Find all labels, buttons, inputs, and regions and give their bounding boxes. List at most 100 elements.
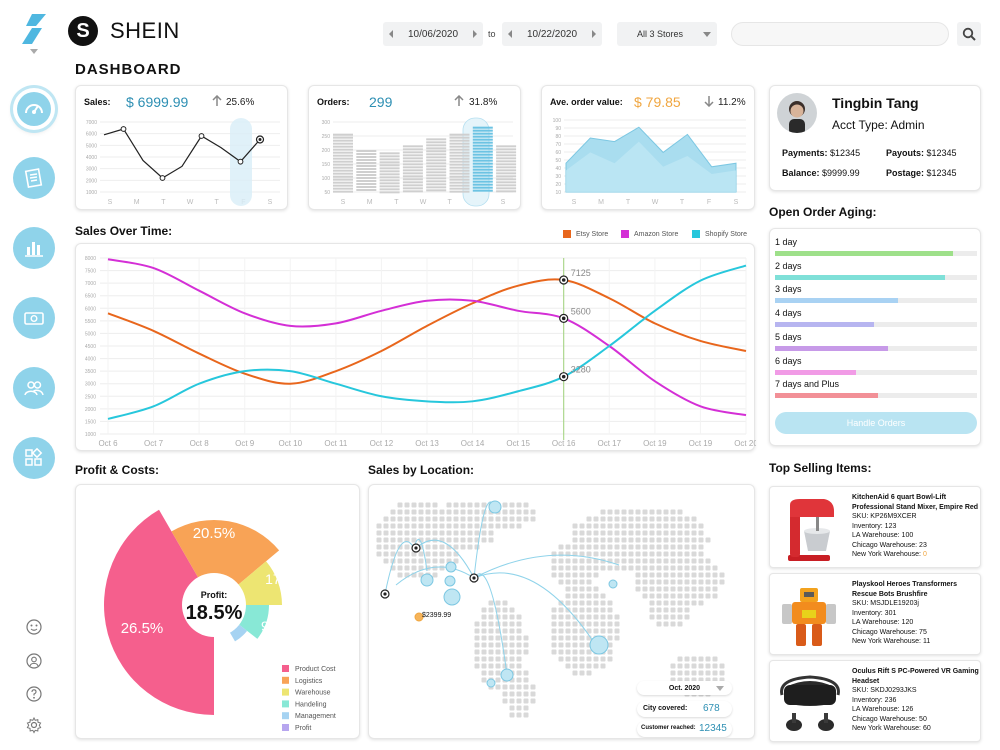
map-dot: [383, 530, 389, 536]
nav-payments[interactable]: [13, 297, 55, 339]
emoji-icon[interactable]: [25, 618, 43, 636]
map-dot: [418, 502, 424, 508]
pie-slice-label: 26.5%: [121, 620, 164, 637]
map-dot: [446, 516, 452, 522]
handle-orders-button[interactable]: Handle Orders: [775, 412, 977, 434]
order-bar-stripe: [402, 178, 423, 181]
order-bar-stripe: [496, 157, 517, 160]
map-dot: [586, 516, 592, 522]
map-dot: [586, 663, 592, 669]
map-dot: [397, 572, 403, 578]
aov-area-secondary: [566, 141, 736, 192]
map-dot: [495, 649, 501, 655]
map-dot: [446, 537, 452, 543]
orders-kpi-card[interactable]: Orders: 299 31.8% 300 250 200 150 100 50 S M T W T…: [308, 85, 521, 210]
legend-item[interactable]: Amazon Store: [621, 230, 678, 238]
search-button[interactable]: [957, 22, 981, 46]
map-dot: [614, 537, 620, 543]
series-point-highlight-dot: [561, 316, 566, 321]
map-dot: [495, 670, 501, 676]
legend-item[interactable]: Shopify Store: [692, 230, 747, 238]
world-map[interactable]: [369, 485, 755, 739]
map-dot: [404, 509, 410, 515]
profile-account-type: Acct Type: Admin: [832, 118, 925, 132]
nav-customers[interactable]: [13, 367, 55, 409]
search-input[interactable]: [731, 22, 949, 46]
map-dot: [586, 551, 592, 557]
next-arrow-icon[interactable]: [592, 30, 596, 38]
product-card[interactable]: Playskool Heroes Transformers Rescue Bot…: [769, 573, 981, 655]
map-dot: [663, 558, 669, 564]
aov-kpi-card[interactable]: Ave. order value: $ 79.85 11.2% 100 90 80 7…: [541, 85, 755, 210]
map-dot: [551, 642, 557, 648]
map-dot: [397, 565, 403, 571]
app-logo-icon[interactable]: [22, 14, 46, 44]
help-icon[interactable]: [25, 685, 43, 703]
pie-slice: [236, 561, 282, 605]
product-ny-warehouse-value: 11: [922, 638, 931, 645]
x-tick-label: Oct 8: [190, 439, 210, 448]
sales-percent: 25.6%: [226, 97, 255, 108]
order-bar-stripe: [472, 138, 493, 141]
map-dot: [621, 551, 627, 557]
map-dot: [691, 586, 697, 592]
order-bar-stripe: [426, 177, 447, 180]
product-card[interactable]: Oculus Rift S PC-Powered VR Gaming Heads…: [769, 660, 981, 742]
legend-item[interactable]: Etsy Store: [563, 230, 608, 238]
date-to-picker[interactable]: 10/22/2020: [502, 22, 602, 46]
order-bar-stripe: [449, 178, 470, 181]
map-dot: [383, 516, 389, 522]
legend-swatch: [282, 700, 289, 708]
map-dot: [390, 509, 396, 515]
map-dot: [691, 572, 697, 578]
nav-orders[interactable]: [13, 157, 55, 199]
map-dot: [474, 628, 480, 634]
map-dot: [635, 509, 641, 515]
nav-analytics[interactable]: [13, 227, 55, 269]
map-dot: [523, 691, 529, 697]
avatar[interactable]: [777, 93, 817, 133]
order-bar-stripe: [402, 166, 423, 169]
order-bar-stripe: [472, 165, 493, 168]
map-dot: [418, 516, 424, 522]
nav-apps[interactable]: [13, 437, 55, 479]
y-tick-label: 50: [324, 190, 330, 196]
product-card[interactable]: KitchenAid 6 quart Bowl-Lift Professiona…: [769, 486, 981, 568]
y-tick-label: 6500: [85, 294, 96, 300]
product-sku: SKU: MSJDLE19203j: [852, 600, 919, 607]
map-dot: [481, 537, 487, 543]
map-dot: [593, 551, 599, 557]
map-dot: [712, 579, 718, 585]
previous-arrow-icon[interactable]: [389, 30, 393, 38]
map-dot: [593, 607, 599, 613]
settings-gear-icon[interactable]: [25, 716, 43, 734]
x-tick-label: T: [394, 199, 399, 206]
orders-percent: 31.8%: [469, 97, 498, 108]
map-dot: [481, 502, 487, 508]
map-dot: [572, 544, 578, 550]
map-dot: [705, 593, 711, 599]
map-dot: [516, 712, 522, 718]
map-dot: [656, 558, 662, 564]
month-select[interactable]: Oct. 2020: [637, 681, 732, 695]
order-bar-stripe: [449, 145, 470, 148]
product-ny-warehouse-label: New York Warehouse:: [852, 725, 923, 732]
order-bar-stripe: [379, 170, 400, 173]
app-menu-caret-icon[interactable]: [30, 49, 38, 54]
store-select[interactable]: All 3 Stores: [617, 22, 717, 46]
product-inventory: Inventory: 236: [852, 696, 897, 704]
product-la-warehouse: LA Warehouse: 120: [852, 619, 914, 626]
profile-icon[interactable]: [25, 652, 43, 670]
date-from-picker[interactable]: 10/06/2020: [383, 22, 483, 46]
map-dot: [516, 670, 522, 676]
map-dot: [404, 544, 410, 550]
map-dot: [411, 565, 417, 571]
previous-arrow-icon[interactable]: [508, 30, 512, 38]
sales-kpi-card[interactable]: Sales: $ 6999.99 25.6% 7000 6000 5000 4000 3…: [75, 85, 288, 210]
map-dot: [656, 509, 662, 515]
legend-swatch: [282, 724, 289, 731]
next-arrow-icon[interactable]: [473, 30, 477, 38]
map-dot: [488, 523, 494, 529]
nav-dashboard[interactable]: [13, 88, 55, 130]
y-tick-label: 100: [553, 118, 562, 124]
